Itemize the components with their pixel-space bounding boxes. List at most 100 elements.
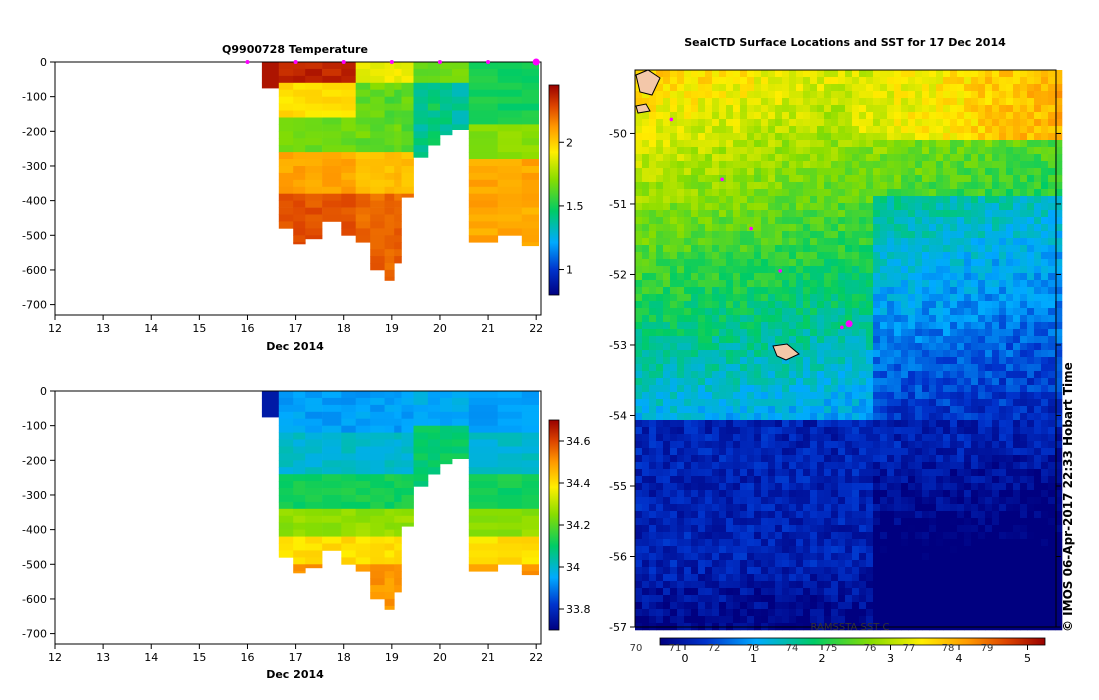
- sst-cell: [663, 469, 671, 477]
- sst-cell: [1020, 385, 1028, 393]
- sst-cell: [803, 259, 811, 267]
- sst-cell: [824, 182, 832, 190]
- sst-cell: [943, 77, 951, 85]
- sst-cell: [922, 343, 930, 351]
- sst-cell: [726, 133, 734, 141]
- profile-cell: [384, 249, 395, 257]
- sst-cell: [880, 434, 888, 442]
- sst-cell: [943, 518, 951, 526]
- sst-cell: [656, 154, 664, 162]
- profile-cell: [370, 404, 385, 413]
- sst-cell: [936, 273, 944, 281]
- sst-cell: [957, 441, 965, 449]
- sst-cell: [642, 168, 650, 176]
- sst-cell: [985, 378, 993, 386]
- profile-cell: [341, 543, 357, 551]
- sst-cell: [1006, 273, 1014, 281]
- sst-cell: [691, 224, 699, 232]
- sst-cell: [810, 455, 818, 463]
- profile-cell: [384, 124, 395, 132]
- y-tick-label: -700: [22, 628, 47, 641]
- sst-cell: [894, 448, 902, 456]
- sst-cell: [733, 168, 741, 176]
- sst-cell: [761, 420, 769, 428]
- sst-cell: [831, 126, 839, 134]
- sst-cell: [831, 455, 839, 463]
- profile-cell: [305, 488, 323, 496]
- profile-cell: [384, 193, 395, 201]
- sst-cell: [936, 455, 944, 463]
- profile-cell: [293, 460, 306, 468]
- sst-cell: [880, 455, 888, 463]
- sst-cell: [677, 84, 685, 92]
- profile-cell: [322, 391, 342, 399]
- sst-cell: [950, 469, 958, 477]
- sst-cell: [957, 217, 965, 225]
- sst-cell: [782, 84, 790, 92]
- sst-cell: [670, 238, 678, 246]
- sst-cell: [859, 518, 867, 526]
- sst-cell: [663, 455, 671, 463]
- sst-cell: [873, 112, 881, 120]
- sst-cell: [1055, 238, 1063, 246]
- sst-cell: [649, 455, 657, 463]
- sst-cell: [635, 126, 643, 134]
- sst-cell: [768, 196, 776, 204]
- sst-cell: [775, 434, 783, 442]
- sst-cell: [726, 210, 734, 218]
- profile-cell: [497, 159, 523, 167]
- sst-cell: [992, 448, 1000, 456]
- sst-cell: [915, 182, 923, 190]
- sst-cell: [957, 231, 965, 239]
- sst-cell: [1027, 308, 1035, 316]
- sst-cell: [740, 378, 748, 386]
- sst-cell: [733, 420, 741, 428]
- sst-cell: [684, 448, 692, 456]
- sst-cell: [768, 497, 776, 505]
- sst-cell: [1041, 420, 1049, 428]
- profile-cell: [384, 536, 395, 544]
- profile-cell: [370, 145, 385, 153]
- profile-cell: [278, 515, 294, 524]
- profile-cell: [322, 432, 342, 440]
- sst-cell: [698, 189, 706, 197]
- profile-cell: [355, 411, 371, 420]
- sst-cell: [922, 462, 930, 470]
- sst-cell: [726, 196, 734, 204]
- sst-cell: [719, 217, 727, 225]
- profile-cell: [278, 214, 294, 222]
- sst-cell: [978, 273, 986, 281]
- sst-cell: [957, 154, 965, 162]
- profile-cell: [341, 446, 357, 454]
- sst-cell: [803, 217, 811, 225]
- sst-cell: [971, 273, 979, 281]
- sst-cell: [635, 483, 643, 491]
- sst-cell: [859, 322, 867, 330]
- sst-cell: [929, 371, 937, 379]
- sst-cell: [649, 147, 657, 155]
- sst-cell: [719, 91, 727, 99]
- sst-cell: [901, 476, 909, 484]
- profile-cell: [468, 397, 499, 406]
- sst-cell: [796, 224, 804, 232]
- sst-cell: [866, 301, 874, 309]
- profile-cell: [278, 82, 294, 91]
- sst-cell: [803, 490, 811, 498]
- profile-cell: [497, 439, 523, 447]
- sst-cell: [824, 224, 832, 232]
- sst-cell: [859, 112, 867, 120]
- sst-cell: [908, 469, 916, 477]
- sst-cell: [831, 231, 839, 239]
- sst-cell: [985, 511, 993, 519]
- sst-cell: [845, 392, 853, 400]
- sst-cell: [684, 105, 692, 113]
- sst-cell: [1055, 350, 1063, 358]
- sst-cell: [922, 497, 930, 505]
- sst-cell: [999, 266, 1007, 274]
- sst-cell: [866, 455, 874, 463]
- profile-cell: [427, 432, 441, 440]
- sst-cell: [726, 189, 734, 197]
- sst-cell: [789, 238, 797, 246]
- profile-cell: [341, 103, 357, 111]
- sst-cell: [873, 273, 881, 281]
